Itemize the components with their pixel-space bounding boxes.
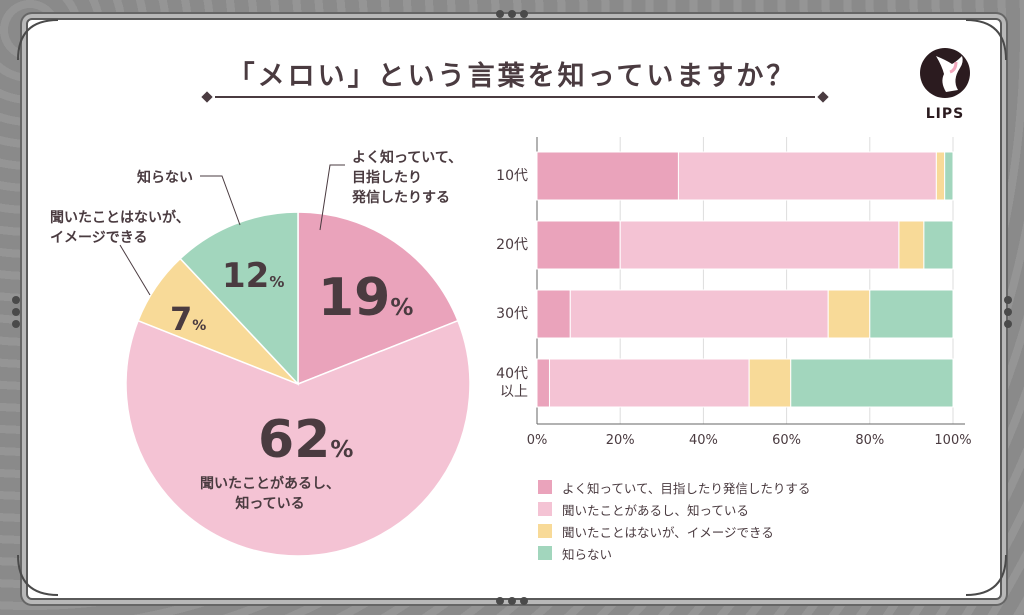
pie-value-label: 19%	[318, 268, 413, 328]
pie-value: 7	[170, 300, 193, 338]
bar-segment	[536, 358, 550, 408]
pie-slice-label: 聞いたことがあるし、 知っている	[200, 476, 340, 512]
leader-line	[200, 175, 241, 226]
deer-head-icon	[920, 48, 970, 98]
x-tick-label: 100%	[934, 433, 972, 448]
bar-segment	[536, 220, 621, 270]
pie-value-label: 62%	[258, 410, 353, 470]
logo-text: LIPS	[925, 106, 965, 122]
leader-line	[319, 164, 345, 231]
x-tick-label: 0%	[526, 433, 548, 448]
bar-segment	[898, 220, 925, 270]
pie-unit: %	[269, 273, 285, 291]
page-title: 「メロい」という言葉を知っていますか？	[227, 61, 797, 92]
legend-label: 聞いたことがあるし、知っている	[562, 502, 749, 518]
legend-label: 知らない	[562, 546, 613, 562]
legend-swatch	[538, 480, 552, 494]
bar-segment	[923, 220, 954, 270]
bar-segment	[548, 358, 750, 408]
bar-segment	[869, 289, 954, 339]
bar-segment	[827, 289, 871, 339]
pie-slice	[125, 319, 471, 557]
pie-slice-label: 聞いたことはないが、 イメージできる	[50, 210, 190, 246]
y-category-label: 40代 以上	[496, 366, 528, 400]
legend-item: 知らない	[538, 542, 810, 564]
title-divider	[215, 96, 815, 98]
bar-segment	[790, 358, 954, 408]
pie-slice	[297, 211, 459, 386]
bar-segment	[935, 151, 946, 201]
legend-item: 聞いたことはないが、イメージできる	[538, 520, 810, 542]
bar-segment	[536, 151, 679, 201]
legend-label: よく知っていて、目指したり発信したりする	[562, 480, 811, 496]
bar-segment	[536, 289, 571, 339]
pie-slice-label: よく知っていて、 目指したり 発信したりする	[352, 150, 463, 206]
legend-swatch	[538, 546, 552, 560]
pie-value-label: 7%	[170, 300, 206, 338]
x-tick-label: 80%	[855, 433, 885, 448]
x-tick-label: 20%	[605, 433, 635, 448]
y-category-label: 30代	[496, 306, 528, 322]
bar-segment	[619, 220, 900, 270]
bar-segment	[569, 289, 829, 339]
legend-swatch	[538, 502, 552, 516]
pie-value: 12	[222, 256, 270, 296]
pie-value: 19	[318, 268, 391, 328]
pie-value: 62	[258, 410, 331, 470]
y-category-label: 10代	[496, 168, 528, 184]
bar-segment	[748, 358, 792, 408]
pie-unit: %	[192, 318, 207, 334]
x-tick-label: 40%	[688, 433, 718, 448]
legend-swatch	[538, 524, 552, 538]
legend: よく知っていて、目指したり発信したりする 聞いたことがあるし、知っている聞いたこと…	[538, 476, 810, 564]
x-tick-label: 60%	[772, 433, 802, 448]
y-category-label: 20代	[496, 237, 528, 253]
pie-unit: %	[330, 437, 354, 463]
pie-value-label: 12%	[222, 256, 284, 296]
pie-unit: %	[390, 295, 414, 321]
pie-slice	[179, 211, 299, 386]
leader-line	[119, 244, 151, 296]
pie-slice-label: 知らない	[137, 170, 193, 186]
bar-segment	[944, 151, 954, 201]
legend-label: 聞いたことはないが、イメージできる	[562, 524, 774, 540]
legend-item: 聞いたことがあるし、知っている	[538, 498, 810, 520]
legend-item: よく知っていて、目指したり発信したりする	[538, 476, 810, 498]
bar-segment	[677, 151, 937, 201]
